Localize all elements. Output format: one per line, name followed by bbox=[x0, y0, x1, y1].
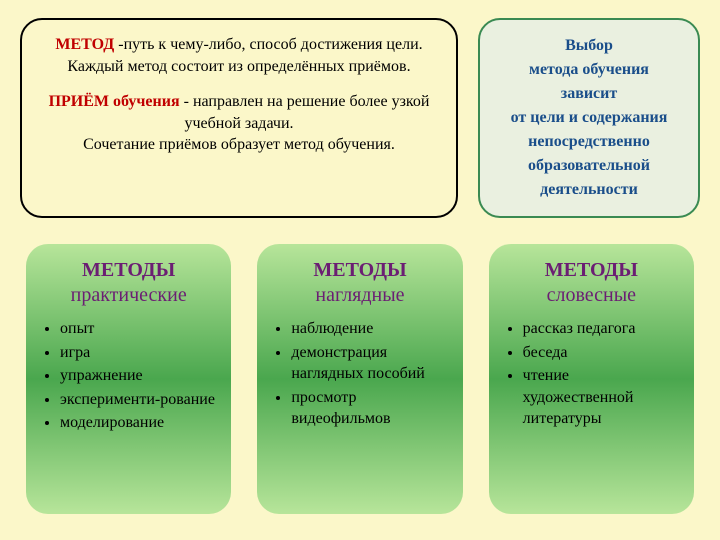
priem-label: ПРИЁМ обучения bbox=[49, 93, 180, 110]
card-list: наблюдениедемонстрация наглядных пособий… bbox=[271, 318, 448, 430]
top-row: МЕТОД -путь к чему-либо, способ достижен… bbox=[20, 18, 700, 218]
choice-line: зависит bbox=[496, 82, 682, 106]
list-item: упражнение bbox=[60, 365, 217, 387]
cards-row: МЕТОДЫ практические опытигра упражнениеэ… bbox=[20, 244, 700, 514]
definition-method-line2: Каждый метод состоит из определённых при… bbox=[38, 56, 440, 78]
definition-priem-line: ПРИЁМ обучения - направлен на решение бо… bbox=[38, 91, 440, 134]
card-title: МЕТОДЫ наглядные bbox=[271, 258, 448, 308]
card-list: опытигра упражнениеэксперименти-рование … bbox=[40, 318, 217, 434]
list-item: игра bbox=[60, 342, 217, 364]
list-item: чтение художественной литературы bbox=[523, 365, 680, 430]
choice-line: непосредственно bbox=[496, 130, 682, 154]
card-title-sub: словесные bbox=[547, 284, 636, 306]
definition-priem-line2: Сочетание приёмов образует метод обучени… bbox=[38, 134, 440, 156]
card-title-top: МЕТОДЫ bbox=[313, 259, 406, 281]
card-title: МЕТОДЫ практические bbox=[40, 258, 217, 308]
priem-rest: - направлен на решение более узкой учебн… bbox=[180, 93, 430, 132]
card-practical: МЕТОДЫ практические опытигра упражнениеэ… bbox=[26, 244, 231, 514]
card-title-sub: наглядные bbox=[315, 284, 404, 306]
list-item: просмотр видеофильмов bbox=[291, 387, 448, 430]
method-rest: -путь к чему-либо, способ достижения цел… bbox=[114, 36, 422, 53]
list-item: эксперименти-рование bbox=[60, 389, 217, 411]
definition-box: МЕТОД -путь к чему-либо, способ достижен… bbox=[20, 18, 458, 218]
card-title: МЕТОДЫ словесные bbox=[503, 258, 680, 308]
list-item: наблюдение bbox=[291, 318, 448, 340]
choice-line: Выбор bbox=[496, 34, 682, 58]
card-title-sub: практические bbox=[71, 284, 187, 306]
choice-line: от цели и содержания bbox=[496, 106, 682, 130]
list-item: рассказ педагога bbox=[523, 318, 680, 340]
choice-box: Выбор метода обучения зависит от цели и … bbox=[478, 18, 700, 218]
choice-line: образовательной bbox=[496, 154, 682, 178]
list-item: моделирование bbox=[60, 412, 217, 434]
card-title-top: МЕТОДЫ bbox=[545, 259, 638, 281]
card-list: рассказ педагогабеседачтение художествен… bbox=[503, 318, 680, 430]
card-visual: МЕТОДЫ наглядные наблюдениедемонстрация … bbox=[257, 244, 462, 514]
slide: МЕТОД -путь к чему-либо, способ достижен… bbox=[0, 0, 720, 540]
choice-line: деятельности bbox=[496, 178, 682, 202]
definition-method-line: МЕТОД -путь к чему-либо, способ достижен… bbox=[38, 34, 440, 56]
list-item: беседа bbox=[523, 342, 680, 364]
method-label: МЕТОД bbox=[55, 36, 114, 53]
choice-line: метода обучения bbox=[496, 58, 682, 82]
spacer bbox=[38, 77, 440, 91]
card-verbal: МЕТОДЫ словесные рассказ педагогабеседач… bbox=[489, 244, 694, 514]
card-title-top: МЕТОДЫ bbox=[82, 259, 175, 281]
list-item: демонстрация наглядных пособий bbox=[291, 342, 448, 385]
list-item: опыт bbox=[60, 318, 217, 340]
